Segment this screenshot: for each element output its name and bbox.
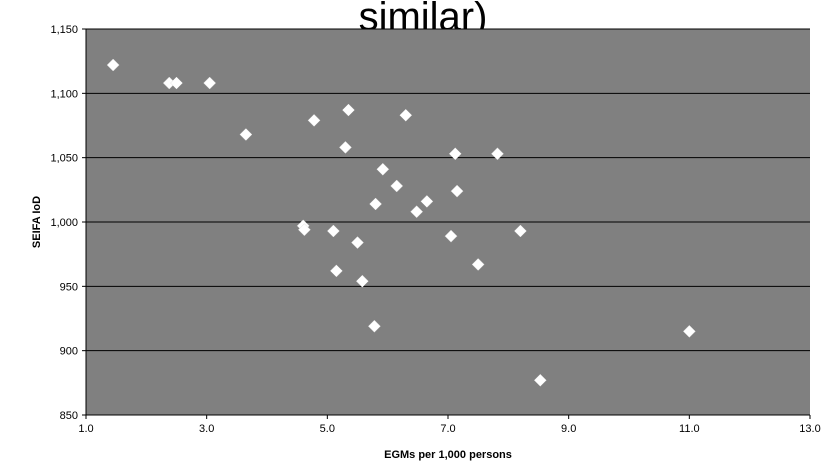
data-point — [420, 195, 434, 208]
data-point — [369, 197, 382, 211]
y-tick-label: 1,100 — [50, 88, 78, 100]
data-point — [491, 147, 504, 161]
y-axis-label: SEIFA IoD — [31, 196, 43, 248]
x-tick-label: 5.0 — [320, 423, 335, 435]
data-point — [450, 184, 464, 198]
data-point — [170, 76, 183, 90]
data-point — [342, 103, 355, 117]
gridlines — [86, 28, 810, 352]
y-tick-label: 900 — [60, 346, 78, 358]
data-point — [368, 319, 381, 333]
data-point — [533, 373, 547, 387]
data-point — [327, 224, 340, 238]
data-point — [203, 76, 217, 90]
y-tick-label: 950 — [60, 281, 78, 293]
x-tick-label: 1.0 — [78, 423, 93, 435]
y-tick-label: 1,000 — [50, 217, 78, 229]
x-tick-label: 11.0 — [679, 423, 700, 435]
x-tick-label: 13.0 — [799, 423, 820, 435]
data-point — [298, 223, 311, 237]
data-point — [471, 258, 485, 271]
data-point — [355, 274, 369, 288]
x-tick-label: 7.0 — [440, 423, 455, 435]
x-tick-label: 9.0 — [561, 423, 576, 435]
data-point — [390, 179, 404, 193]
data-point — [339, 141, 352, 154]
y-tick-label: 1,150 — [50, 24, 78, 36]
data-point — [351, 236, 364, 249]
data-point — [376, 162, 390, 176]
data-point — [399, 108, 413, 122]
x-axis-label: EGMs per 1,000 persons — [384, 449, 512, 461]
data-point — [444, 229, 458, 243]
x-axis-ticks: 1.0 3.0 5.0 7.0 9.0 11.0 13.0 — [78, 415, 821, 435]
data-points — [106, 58, 696, 387]
data-point — [239, 128, 253, 141]
y-axis-ticks: 850 900 950 1,000 1,050 1,100 1,150 — [50, 24, 86, 422]
data-point — [330, 264, 343, 278]
data-point — [514, 224, 527, 238]
data-point — [682, 325, 696, 338]
data-point — [307, 113, 321, 127]
data-point — [448, 147, 462, 161]
data-point — [410, 205, 423, 219]
y-tick-label: 850 — [60, 410, 78, 422]
y-tick-label: 1,050 — [50, 153, 78, 165]
data-point — [106, 58, 120, 72]
x-tick-label: 3.0 — [199, 423, 214, 435]
